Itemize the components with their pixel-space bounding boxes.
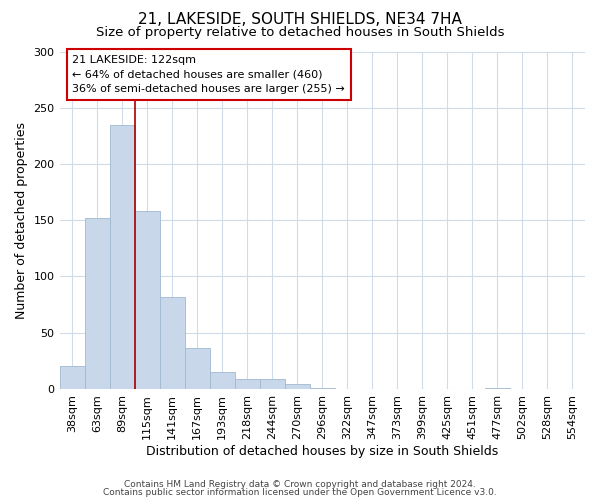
Bar [59,366,85,389]
Text: 21, LAKESIDE, SOUTH SHIELDS, NE34 7HA: 21, LAKESIDE, SOUTH SHIELDS, NE34 7HA [138,12,462,28]
Y-axis label: Number of detached properties: Number of detached properties [15,122,28,318]
Bar [310,388,335,389]
Bar [209,372,235,389]
Text: Size of property relative to detached houses in South Shields: Size of property relative to detached ho… [96,26,504,39]
X-axis label: Distribution of detached houses by size in South Shields: Distribution of detached houses by size … [146,444,499,458]
Bar [485,388,510,389]
Bar [235,379,260,389]
Bar [285,384,310,389]
Bar [260,379,285,389]
Bar [110,124,134,389]
Bar [85,218,110,389]
Text: Contains HM Land Registry data © Crown copyright and database right 2024.: Contains HM Land Registry data © Crown c… [124,480,476,489]
Bar [160,296,185,389]
Bar [134,211,160,389]
Bar [185,348,209,389]
Text: 21 LAKESIDE: 122sqm
← 64% of detached houses are smaller (460)
36% of semi-detac: 21 LAKESIDE: 122sqm ← 64% of detached ho… [73,55,345,94]
Text: Contains public sector information licensed under the Open Government Licence v3: Contains public sector information licen… [103,488,497,497]
